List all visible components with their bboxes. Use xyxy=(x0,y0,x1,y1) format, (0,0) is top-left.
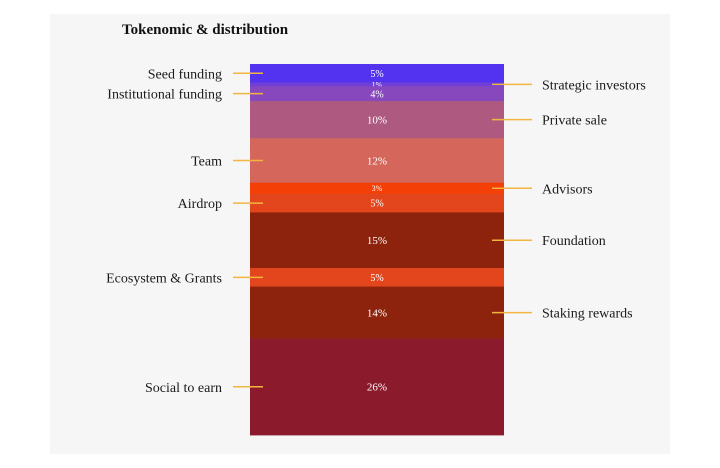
value-label-advisors: 3% xyxy=(372,184,383,193)
value-label-institutional-funding: 4% xyxy=(370,89,383,100)
bar-segment-team xyxy=(250,138,504,184)
value-label-airdrop: 5% xyxy=(370,199,383,210)
category-label-airdrop: Airdrop xyxy=(178,197,222,212)
bar-segment-seed-funding xyxy=(250,64,504,83)
bar-segment-advisors xyxy=(250,182,504,195)
category-label-staking-rewards: Staking rewards xyxy=(542,307,633,322)
value-label-ecosystem-and-grants: 5% xyxy=(370,273,383,284)
bar-segment-foundation xyxy=(250,212,504,269)
category-label-strategic-investors: Strategic investors xyxy=(542,78,646,93)
value-label-private-sale: 10% xyxy=(367,115,387,127)
bar-segment-private-sale xyxy=(250,101,504,139)
category-label-team: Team xyxy=(191,154,222,169)
chart-title: Tokenomic & distribution xyxy=(122,22,289,38)
value-label-team: 12% xyxy=(367,155,387,167)
value-label-strategic-investors: 1% xyxy=(372,80,383,89)
category-label-institutional-funding: Institutional funding xyxy=(107,88,222,103)
bar-segment-ecosystem-and-grants xyxy=(250,268,504,287)
value-label-foundation: 15% xyxy=(367,235,387,247)
category-label-seed-funding: Seed funding xyxy=(148,67,222,82)
bar-segment-social-to-earn xyxy=(250,338,504,436)
value-label-social-to-earn: 26% xyxy=(367,382,387,394)
bar-segment-institutional-funding xyxy=(250,86,504,102)
category-label-ecosystem-and-grants: Ecosystem & Grants xyxy=(106,271,222,286)
bar-segment-airdrop xyxy=(250,193,504,213)
bar-segment-strategic-investors xyxy=(250,82,504,87)
category-label-advisors: Advisors xyxy=(542,182,593,197)
category-label-social-to-earn: Social to earn xyxy=(145,381,222,396)
bar-segment-staking-rewards xyxy=(250,286,504,339)
value-label-staking-rewards: 14% xyxy=(367,308,387,320)
category-label-private-sale: Private sale xyxy=(542,114,607,129)
category-label-foundation: Foundation xyxy=(542,234,606,249)
value-label-seed-funding: 5% xyxy=(370,69,383,80)
